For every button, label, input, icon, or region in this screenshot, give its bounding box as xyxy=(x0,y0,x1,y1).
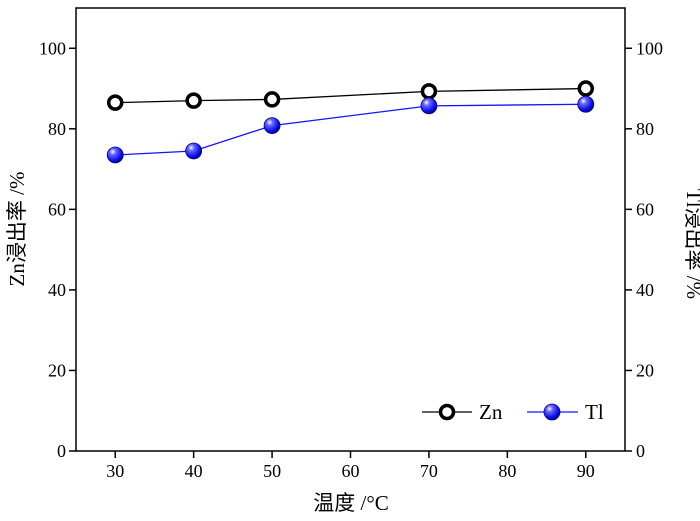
y-tick-label-right: 60 xyxy=(636,199,654,219)
plot-frame xyxy=(75,7,626,452)
x-tick-label: 80 xyxy=(498,461,516,481)
x-tick-label: 50 xyxy=(263,461,281,481)
legend-label-tl: Tl xyxy=(585,400,604,424)
legend: Zn Tl xyxy=(422,400,604,424)
data-point-tl xyxy=(185,142,203,160)
legend-label-zn: Zn xyxy=(479,400,503,424)
y-tick-label-right: 40 xyxy=(636,280,654,300)
x-tick-label: 70 xyxy=(420,461,438,481)
y-tick-label-left: 80 xyxy=(48,119,66,139)
x-tick-label: 40 xyxy=(185,461,203,481)
data-point-tl xyxy=(106,146,124,164)
y-axis-ticks: 0 0 20 20 40 40 60 60 80 80 100 100 xyxy=(39,38,663,461)
data-point-zn xyxy=(185,92,202,109)
y-tick-label-left: 60 xyxy=(48,199,66,219)
data-point-tl xyxy=(577,95,595,113)
x-axis-ticks: 30 40 50 60 70 80 90 xyxy=(106,451,595,481)
y-tick-label-left: 20 xyxy=(48,360,66,380)
y-tick-label-left: 100 xyxy=(39,38,66,58)
x-tick-label: 60 xyxy=(342,461,360,481)
x-tick-label: 30 xyxy=(106,461,124,481)
y-tick-label-right: 100 xyxy=(636,38,663,58)
y-tick-label-right: 0 xyxy=(636,441,645,461)
y-tick-label-left: 40 xyxy=(48,280,66,300)
data-point-zn xyxy=(263,91,281,108)
data-point-zn xyxy=(577,80,595,97)
plot-series xyxy=(106,80,595,164)
data-point-tl xyxy=(263,117,281,134)
series-line-tl xyxy=(115,103,586,156)
y-tick-label-right: 20 xyxy=(636,360,654,380)
data-point-zn xyxy=(420,83,438,100)
legend-marker-tl xyxy=(543,403,561,421)
y-tick-label-right: 80 xyxy=(636,119,654,139)
data-point-tl xyxy=(420,97,438,115)
y-tick-label-left: 0 xyxy=(57,441,66,461)
y-axis-title-left: Zn浸出率 /% xyxy=(5,172,29,287)
x-tick-label: 90 xyxy=(577,461,595,481)
legend-marker-zn xyxy=(438,403,456,421)
x-axis-title: 温度 /°C xyxy=(313,491,389,515)
data-point-zn xyxy=(106,94,124,111)
y-axis-title-right: Tl浸出率 /% xyxy=(682,189,700,299)
